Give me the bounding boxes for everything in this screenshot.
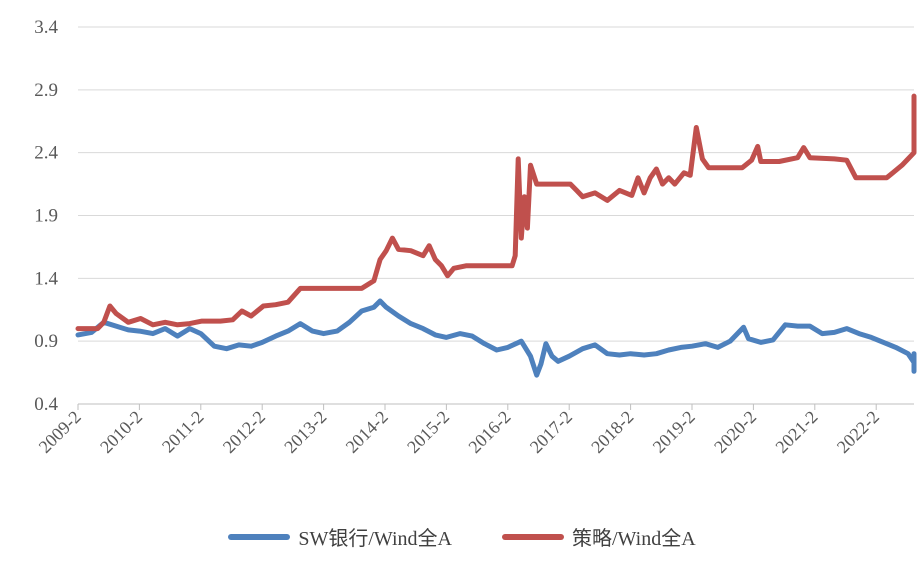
x-tick-label: 2022-2 bbox=[833, 407, 883, 457]
x-tick-label: 2010-2 bbox=[96, 407, 146, 457]
y-tick-label: 0.4 bbox=[34, 394, 58, 415]
x-tick-label: 2019-2 bbox=[649, 407, 699, 457]
gridlines bbox=[78, 26, 914, 405]
y-tick-label: 1.4 bbox=[34, 268, 58, 289]
line-chart: 0.4 0.9 1.4 1.9 2.4 2.9 3.4 2009-2 2010-2 2011-2… bbox=[34, 17, 917, 457]
y-tick-label: 2.4 bbox=[34, 143, 58, 164]
series-lines bbox=[75, 93, 917, 378]
legend: SW银行/Wind全A 策略/Wind全A bbox=[0, 522, 924, 551]
legend-item-bank: SW银行/Wind全A bbox=[228, 522, 452, 551]
x-tick-label: 2016-2 bbox=[464, 407, 514, 457]
x-tick-label: 2012-2 bbox=[219, 407, 269, 457]
legend-label-bank: SW银行/Wind全A bbox=[298, 528, 452, 550]
x-tick-label: 2017-2 bbox=[526, 407, 576, 457]
y-tick-label: 1.9 bbox=[34, 206, 58, 227]
y-tick-label: 0.9 bbox=[34, 331, 58, 352]
legend-swatch-bank bbox=[228, 533, 291, 540]
y-tick-label: 3.4 bbox=[34, 17, 58, 38]
legend-item-strategy: 策略/Wind全A bbox=[502, 522, 696, 551]
y-tick-label: 2.9 bbox=[34, 80, 58, 101]
x-tick-label: 2020-2 bbox=[710, 407, 760, 457]
x-tick-label: 2015-2 bbox=[403, 407, 453, 457]
legend-swatch-strategy bbox=[502, 533, 564, 540]
x-tick-label: 2014-2 bbox=[342, 407, 392, 457]
y-axis-ticks: 0.4 0.9 1.4 1.9 2.4 2.9 3.4 bbox=[34, 17, 58, 415]
x-tick-label: 2021-2 bbox=[771, 407, 821, 457]
legend-label-strategy: 策略/Wind全A bbox=[572, 528, 696, 550]
x-tick-label: 2018-2 bbox=[587, 407, 637, 457]
series-line-strategy bbox=[75, 93, 917, 332]
x-tick-label: 2013-2 bbox=[280, 407, 330, 457]
x-axis-ticks: 2009-2 2010-2 2011-2 2012-2 2013-2 2014-2 2015… bbox=[35, 404, 883, 457]
x-tick-label: 2011-2 bbox=[158, 407, 208, 457]
series-line-bank bbox=[75, 298, 917, 378]
